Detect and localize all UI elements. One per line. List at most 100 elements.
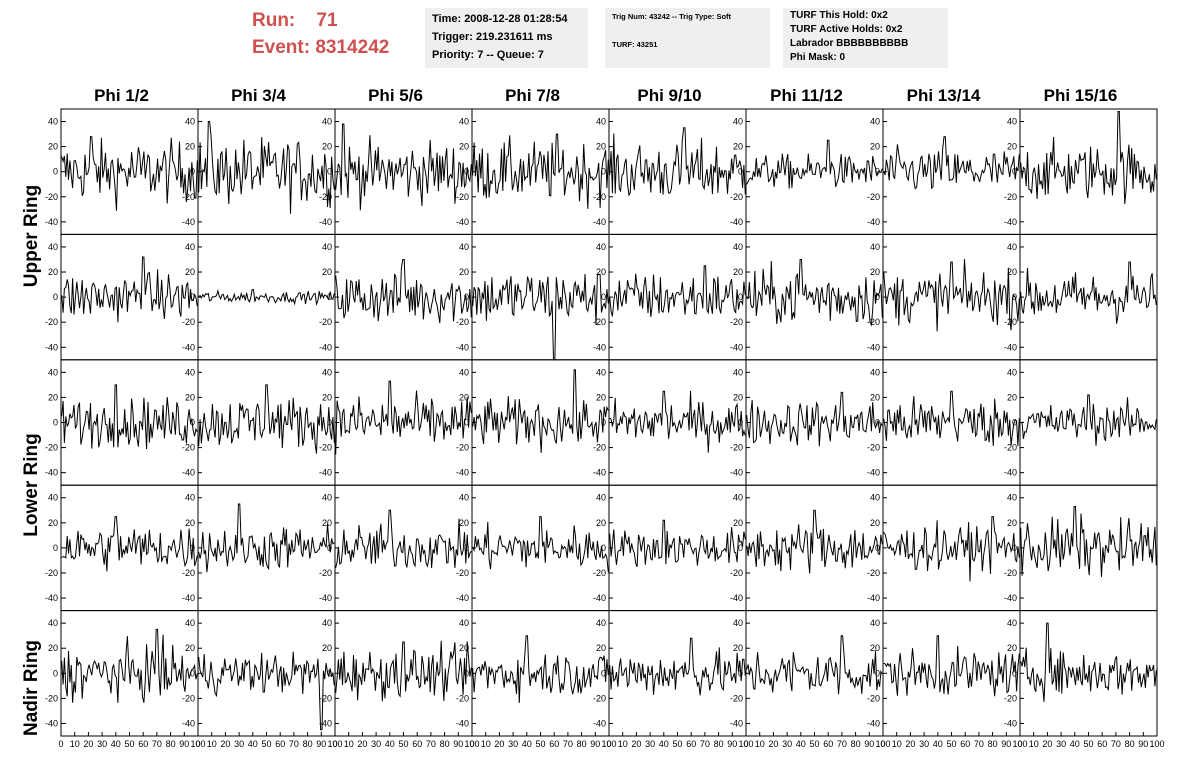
y-tick-label: 20 — [322, 392, 332, 402]
panel-frame — [882, 108, 1021, 235]
y-tick-label: 0 — [875, 292, 880, 302]
x-tick-label: 60 — [412, 739, 422, 749]
panel-frame — [60, 233, 199, 361]
y-tick-label: -20 — [456, 568, 469, 578]
x-tick-label: 60 — [138, 739, 148, 749]
y-tick-label: 40 — [48, 367, 58, 377]
x-tick-label: 10 — [892, 739, 902, 749]
y-tick-label: 0 — [1012, 418, 1017, 428]
waveform-trace — [335, 259, 472, 324]
y-tick-label: 40 — [185, 242, 195, 252]
y-tick-label: -20 — [1004, 443, 1017, 453]
x-tick-label: 70 — [426, 739, 436, 749]
y-tick-label: -20 — [45, 192, 58, 202]
panel-frame — [608, 108, 747, 235]
y-tick-label: 20 — [596, 392, 606, 402]
y-tick-label: 40 — [733, 367, 743, 377]
y-tick-label: -40 — [730, 718, 743, 728]
y-tick-label: 40 — [322, 242, 332, 252]
y-tick-label: 40 — [1007, 367, 1017, 377]
x-tick-label: 70 — [700, 739, 710, 749]
y-tick-label: -20 — [1004, 568, 1017, 578]
waveform-trace — [198, 121, 335, 214]
waveform-trace — [1020, 622, 1157, 702]
x-tick-label: 90 — [179, 739, 189, 749]
y-tick-label: 40 — [459, 493, 469, 503]
x-tick-label: 10 — [755, 739, 765, 749]
y-tick-label: 0 — [327, 167, 332, 177]
x-tick-label: 60 — [275, 739, 285, 749]
x-tick-label: 0 — [1017, 739, 1022, 749]
x-tick-label: 40 — [933, 739, 943, 749]
y-tick-label: 40 — [185, 493, 195, 503]
y-tick-label: 40 — [870, 117, 880, 127]
waveform-trace — [472, 369, 609, 453]
x-tick-label: 100 — [875, 739, 890, 749]
x-tick-label: 70 — [289, 739, 299, 749]
waveform-trace — [1020, 506, 1157, 577]
y-tick-label: -40 — [867, 468, 880, 478]
y-tick-label: 20 — [185, 392, 195, 402]
x-tick-label: 60 — [823, 739, 833, 749]
waveform-trace — [472, 133, 609, 209]
x-tick-label: 60 — [549, 739, 559, 749]
y-tick-label: -40 — [182, 718, 195, 728]
y-tick-label: 20 — [185, 518, 195, 528]
waveform-trace — [198, 503, 335, 573]
y-tick-label: 20 — [870, 392, 880, 402]
y-tick-label: 40 — [596, 117, 606, 127]
y-tick-label: -20 — [593, 192, 606, 202]
x-tick-label: 50 — [1083, 739, 1093, 749]
y-tick-label: 20 — [459, 518, 469, 528]
y-tick-label: 20 — [1007, 142, 1017, 152]
y-tick-label: 40 — [1007, 493, 1017, 503]
y-tick-label: 20 — [733, 392, 743, 402]
y-tick-label: 20 — [459, 643, 469, 653]
waveform-trace — [609, 637, 746, 696]
x-tick-label: 30 — [645, 739, 655, 749]
waveform-trace — [883, 136, 1020, 190]
y-tick-label: 20 — [48, 392, 58, 402]
y-tick-label: 0 — [875, 167, 880, 177]
waveform-trace — [746, 391, 883, 447]
waveform-trace — [883, 259, 1020, 332]
y-tick-label: 20 — [48, 643, 58, 653]
waveform-trace — [335, 509, 472, 569]
y-tick-label: -20 — [45, 443, 58, 453]
y-tick-label: 40 — [322, 618, 332, 628]
x-tick-label: 70 — [974, 739, 984, 749]
y-tick-label: -40 — [45, 217, 58, 227]
y-tick-label: -40 — [1004, 718, 1017, 728]
y-tick-label: 20 — [733, 518, 743, 528]
x-tick-label: 100 — [1149, 739, 1164, 749]
y-tick-label: 40 — [459, 367, 469, 377]
x-tick-label: 80 — [851, 739, 861, 749]
x-tick-label: 20 — [220, 739, 230, 749]
waveform-trace — [883, 516, 1020, 582]
y-tick-label: 40 — [870, 493, 880, 503]
x-tick-label: 90 — [316, 739, 326, 749]
y-tick-label: 20 — [1007, 392, 1017, 402]
x-tick-label: 0 — [195, 739, 200, 749]
y-tick-label: 40 — [733, 242, 743, 252]
x-tick-label: 20 — [631, 739, 641, 749]
run-line: Run: 71 — [252, 10, 338, 32]
waveform-trace — [746, 259, 883, 327]
y-tick-label: 0 — [53, 167, 58, 177]
y-tick-label: -20 — [319, 443, 332, 453]
x-tick-label: 100 — [1012, 739, 1027, 749]
y-tick-label: 40 — [48, 242, 58, 252]
y-tick-label: 0 — [327, 543, 332, 553]
priority-text: Priority: 7 -- Queue: 7 — [432, 49, 544, 61]
y-tick-label: 40 — [48, 493, 58, 503]
x-tick-label: 100 — [327, 739, 342, 749]
y-tick-label: -20 — [456, 192, 469, 202]
y-tick-label: -20 — [593, 317, 606, 327]
y-tick-label: 40 — [48, 117, 58, 127]
x-tick-label: 20 — [357, 739, 367, 749]
y-tick-label: -20 — [319, 693, 332, 703]
y-tick-label: 20 — [459, 267, 469, 277]
y-tick-label: 40 — [870, 367, 880, 377]
y-tick-label: -40 — [867, 718, 880, 728]
y-tick-label: -20 — [45, 317, 58, 327]
